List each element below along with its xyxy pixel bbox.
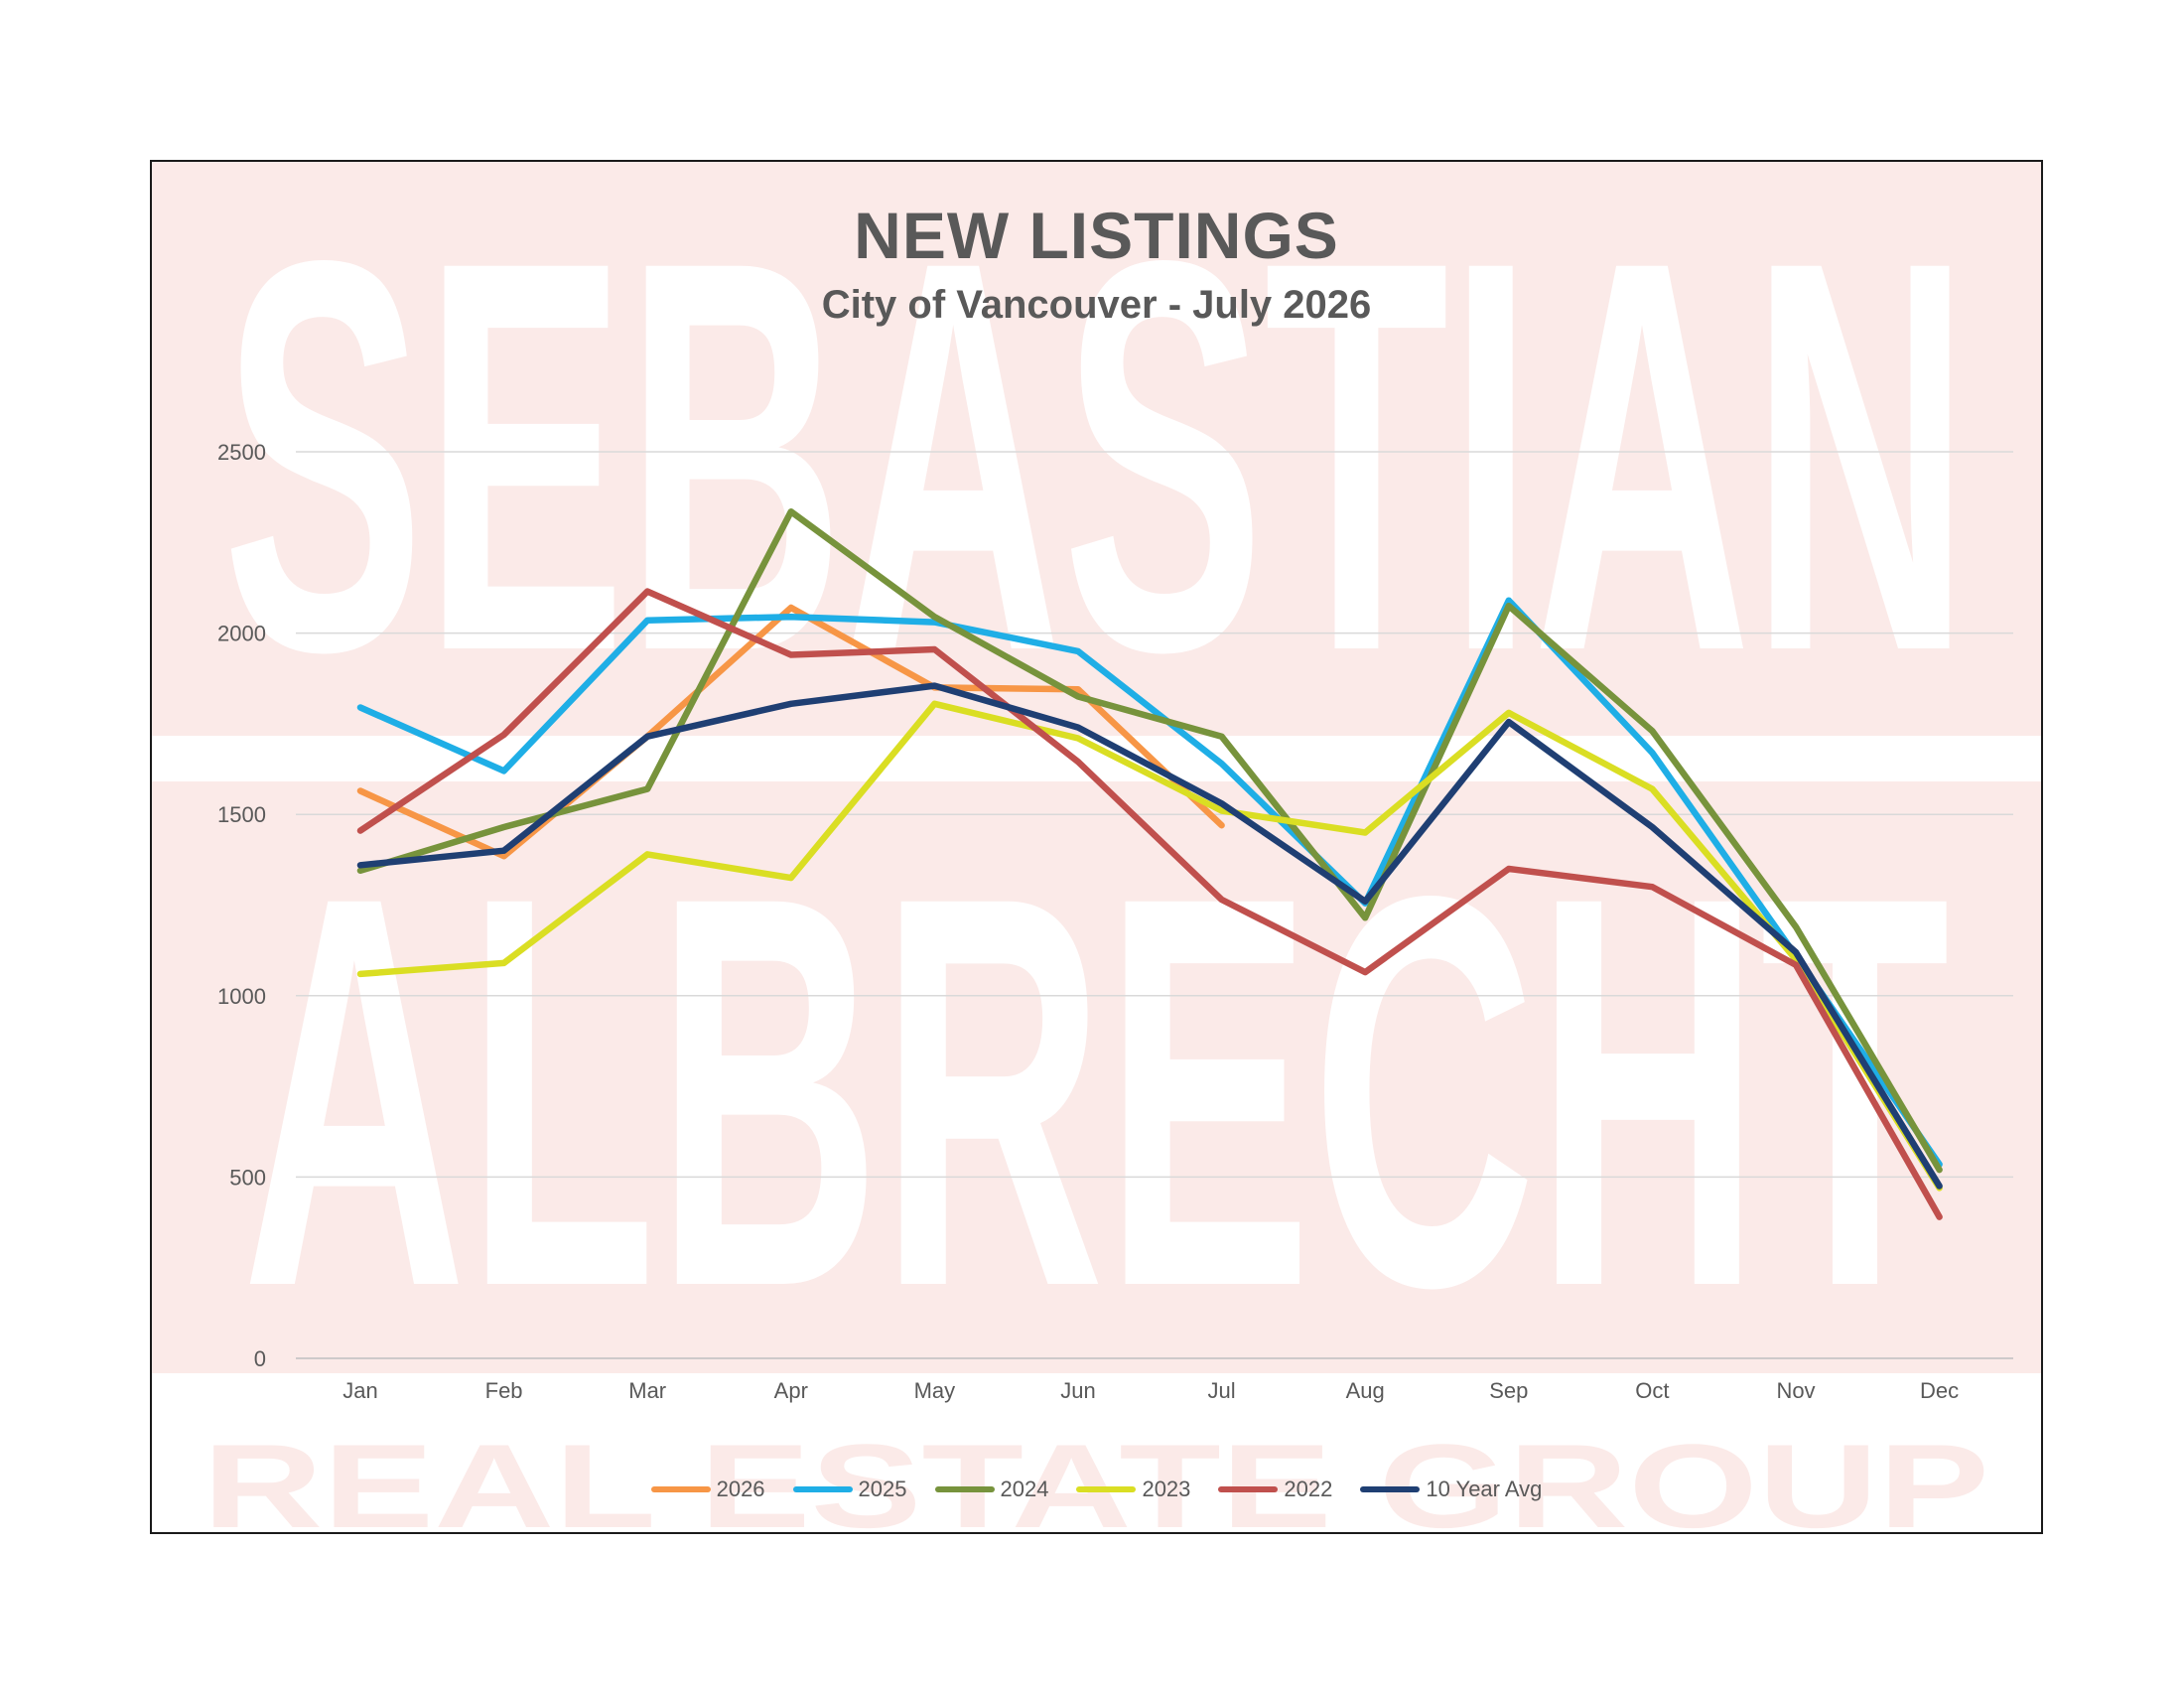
legend-swatch	[1360, 1486, 1421, 1492]
legend-item: 10 Year Avg	[1360, 1477, 1542, 1502]
y-tick-label: 500	[229, 1165, 266, 1190]
watermark-logo: SEBASTIAN ALBRECHT REAL ESTATE GROUP	[152, 162, 2041, 1532]
x-tick-label: Feb	[485, 1378, 523, 1403]
legend-swatch	[934, 1486, 995, 1492]
legend-label: 2024	[1000, 1477, 1049, 1501]
x-tick-label: May	[914, 1378, 956, 1403]
x-tick-label: Dec	[1920, 1378, 1959, 1403]
legend-item: 2022	[1218, 1477, 1332, 1502]
y-axis-ticks: 0 500 1000 1500 2000 2500	[217, 440, 266, 1371]
series-line-2026	[356, 604, 1225, 860]
legend-item: 2024	[934, 1477, 1049, 1502]
legend-swatch	[792, 1486, 853, 1492]
x-tick-label: Nov	[1776, 1378, 1815, 1403]
legend-label: 2026	[716, 1477, 765, 1501]
series-line-2025	[356, 597, 1943, 1168]
watermark-text-bottom: REAL ESTATE GROUP	[203, 1420, 1989, 1532]
legend: 2026 2025 2024 2023 2022 10 Year Avg	[152, 1477, 2041, 1502]
chart-subtitle: City of Vancouver - July 2026	[821, 283, 1372, 327]
legend-label: 10 Year Avg	[1426, 1477, 1543, 1501]
x-tick-label: Sep	[1489, 1378, 1528, 1403]
x-tick-label: Jun	[1060, 1378, 1095, 1403]
legend-label: 2023	[1142, 1477, 1191, 1501]
chart-title: NEW LISTINGS	[854, 199, 1339, 272]
watermark-text-middle: ALBRECHT	[242, 780, 1950, 1402]
x-tick-label: Jul	[1208, 1378, 1236, 1403]
legend-label: 2025	[858, 1477, 907, 1501]
legend-swatch	[650, 1486, 711, 1492]
chart-frame: SEBASTIAN ALBRECHT REAL ESTATE GROUP NEW…	[150, 160, 2043, 1534]
legend-swatch	[1076, 1486, 1137, 1492]
series-lines	[356, 508, 1943, 1220]
x-tick-label: Mar	[628, 1378, 666, 1403]
x-tick-label: Apr	[774, 1378, 808, 1403]
legend-label: 2022	[1284, 1477, 1333, 1501]
series-line-10-year-avg	[356, 682, 1943, 1190]
series-line-2023	[356, 700, 1943, 1192]
y-tick-label: 2000	[217, 622, 266, 646]
y-tick-label: 1000	[217, 984, 266, 1009]
x-tick-label: Aug	[1346, 1378, 1385, 1403]
y-tick-label: 0	[254, 1346, 266, 1371]
legend-item: 2026	[650, 1477, 765, 1502]
series-line-2024	[356, 508, 1943, 1174]
gridlines	[296, 451, 2013, 1359]
legend-item: 2025	[792, 1477, 907, 1502]
legend-item: 2023	[1076, 1477, 1190, 1502]
x-tick-label: Jan	[342, 1378, 377, 1403]
series-line-2022	[356, 588, 1943, 1220]
y-tick-label: 1500	[217, 802, 266, 827]
legend-swatch	[1218, 1486, 1279, 1492]
x-tick-label: Oct	[1635, 1378, 1669, 1403]
y-tick-label: 2500	[217, 440, 266, 465]
x-axis-ticks: Jan Feb Mar Apr May Jun Jul Aug Sep Oct Nov Dec	[342, 1378, 1959, 1403]
